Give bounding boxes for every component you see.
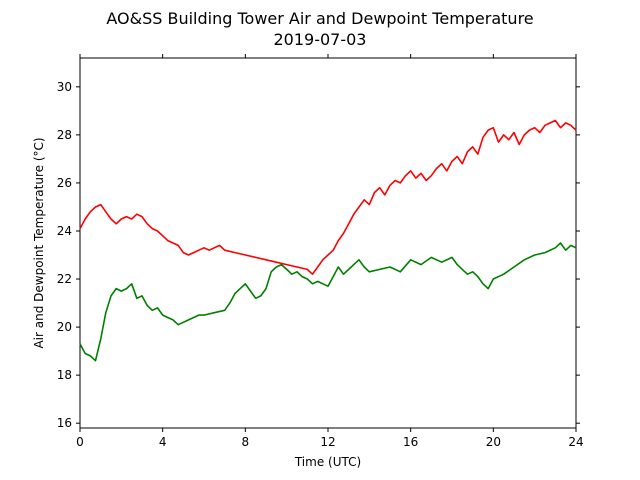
- x-ticks: 0 4 8 12 16 20 24: [76, 54, 584, 449]
- x-tick-label: 8: [242, 435, 250, 449]
- x-tick-label: 20: [486, 435, 501, 449]
- y-tick-label: 20: [57, 320, 72, 334]
- y-tick-label: 26: [57, 176, 72, 190]
- series-line-1: [79, 242, 577, 362]
- plot-frame: [79, 57, 577, 429]
- chart-title: AO&SS Building Tower Air and Dewpoint Te…: [106, 9, 533, 28]
- x-tick-label: 12: [320, 435, 335, 449]
- x-axis-label: Time (UTC): [294, 455, 361, 469]
- y-tick-label: 16: [57, 416, 72, 430]
- y-tick-label: 30: [57, 80, 72, 94]
- y-ticks: 16 18 20 22 24 26 28 30: [57, 80, 580, 430]
- chart-subtitle: 2019-07-03: [274, 30, 367, 49]
- plot-area: 0 4 8 12 16 20 24 16 18 20 22 24 26 28 30: [57, 54, 584, 449]
- y-tick-label: 24: [57, 224, 72, 238]
- y-tick-label: 18: [57, 368, 72, 382]
- series-line-0: [79, 119, 577, 276]
- series-layer: [79, 119, 577, 362]
- x-tick-label: 24: [568, 435, 583, 449]
- x-tick-label: 4: [159, 435, 167, 449]
- y-tick-label: 28: [57, 128, 72, 142]
- y-tick-label: 22: [57, 272, 72, 286]
- x-tick-label: 0: [76, 435, 84, 449]
- x-tick-label: 16: [403, 435, 418, 449]
- y-axis-label: Air and Dewpoint Temperature (°C): [32, 137, 46, 348]
